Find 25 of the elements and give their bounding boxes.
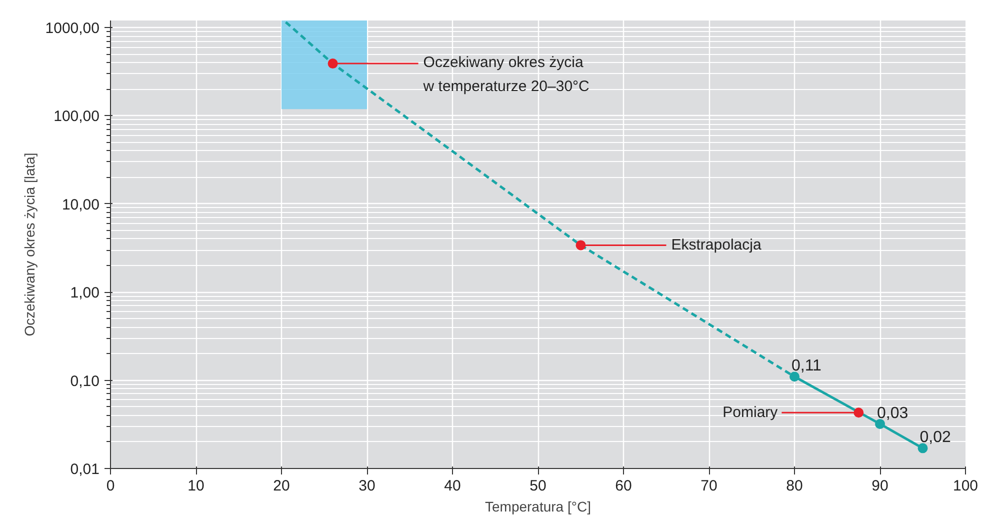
y-tick-label: 0,10 xyxy=(70,372,100,390)
data-label: 0,03 xyxy=(877,404,908,422)
annotation: Oczekiwany okres życia w temperaturze 20–30°C xyxy=(422,54,590,95)
y-tick-label: 100,00 xyxy=(54,108,100,126)
y-tick-label: 1,00 xyxy=(70,284,100,302)
x-tick-label: 60 xyxy=(615,478,632,494)
x-tick-label: 50 xyxy=(530,478,546,494)
annotation: Pomiary xyxy=(722,404,778,422)
x-tick-label: 0 xyxy=(106,478,115,494)
annotation: Ekstrapolacja xyxy=(671,236,762,254)
x-tick-label: 80 xyxy=(786,478,803,494)
x-axis-title: Temperatura [°C] xyxy=(485,498,591,514)
x-tick-label: 40 xyxy=(444,478,461,494)
x-tick-label: 90 xyxy=(872,478,888,494)
x-tick-label: 20 xyxy=(273,478,290,494)
data-label: 0,02 xyxy=(920,429,951,446)
data-label: 0,11 xyxy=(792,358,822,375)
y-axis-title: Oczekiwany okres życia [lata] xyxy=(21,152,38,336)
x-tick-label: 100 xyxy=(952,478,978,494)
y-tick-label: 10,00 xyxy=(62,196,100,214)
y-tick-label: 0,01 xyxy=(70,461,100,478)
x-tick-label: 70 xyxy=(700,478,718,494)
y-tick-label: 1000,00 xyxy=(45,20,100,37)
x-tick-label: 10 xyxy=(188,478,204,494)
x-tick-label: 30 xyxy=(358,478,376,494)
